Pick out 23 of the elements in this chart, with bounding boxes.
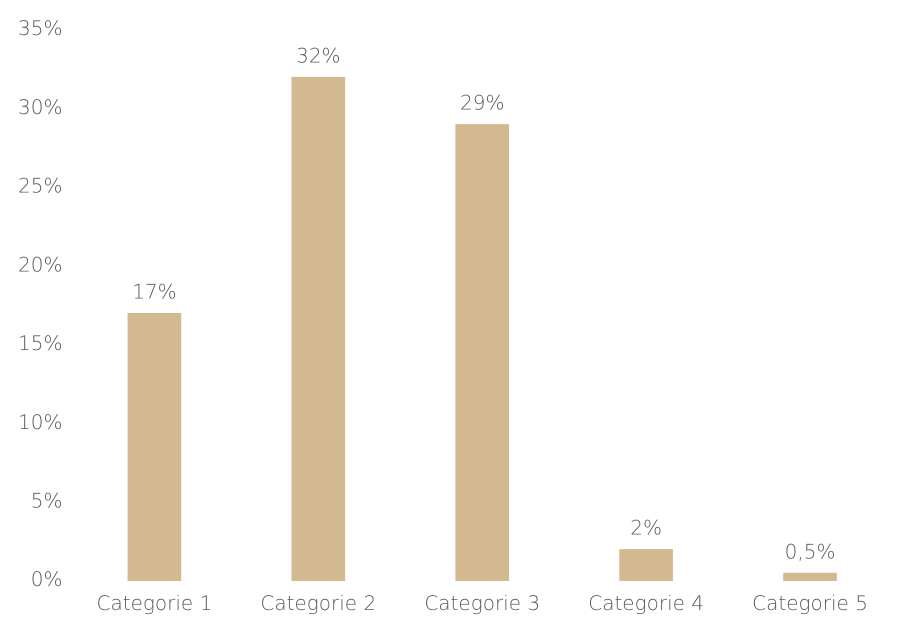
y-tick-label: 25%	[18, 174, 62, 198]
y-tick-label: 15%	[18, 331, 62, 356]
x-tick-label: Categorie 2	[260, 591, 376, 616]
data-label: 2%	[630, 516, 662, 540]
bar	[619, 549, 673, 581]
y-tick-label: 0%	[30, 567, 62, 592]
x-tick-label: Categorie 4	[588, 591, 704, 616]
data-label: 29%	[460, 90, 504, 115]
data-label: 0,5%	[784, 539, 836, 564]
y-tick-label: 20%	[18, 252, 62, 276]
x-tick-label: Categorie 3	[424, 591, 540, 616]
x-tick-label: Categorie 1	[96, 591, 212, 616]
y-tick-label: 5%	[30, 488, 62, 512]
y-tick-label: 30%	[18, 94, 62, 119]
y-tick-label: 35%	[18, 16, 62, 40]
bar	[783, 572, 837, 581]
y-tick-label: 10%	[18, 410, 62, 434]
data-label: 32%	[296, 43, 341, 68]
bar	[291, 76, 346, 581]
data-label: 17%	[132, 280, 177, 304]
x-tick-label: Categorie 5	[752, 591, 868, 616]
bar	[455, 124, 510, 581]
bar	[128, 313, 182, 581]
